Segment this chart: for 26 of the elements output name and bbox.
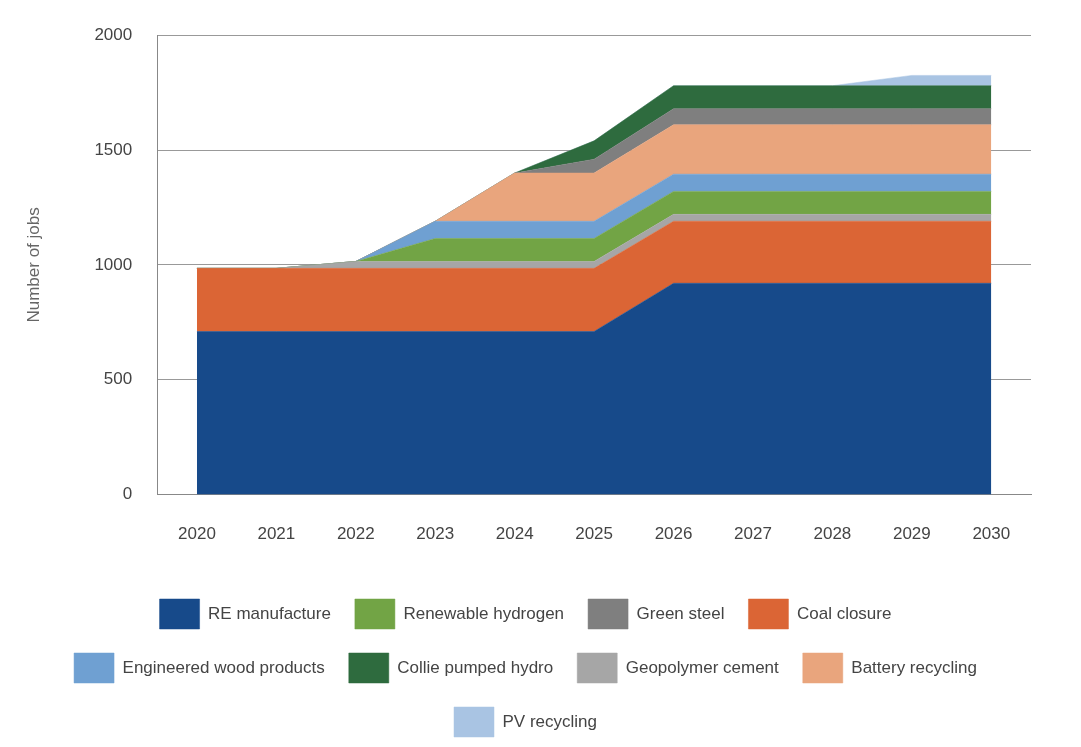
- x-tick-label: 2027: [734, 524, 772, 544]
- y-tick-label: 1000: [94, 254, 133, 274]
- legend-label: Green steel: [636, 603, 725, 623]
- legend-label: RE manufacture: [208, 603, 331, 623]
- x-tick-label: 2030: [972, 524, 1011, 544]
- y-tick-label: 0: [122, 484, 133, 504]
- x-tick-label: 2023: [416, 524, 455, 544]
- legend-label: Collie pumped hydro: [397, 657, 554, 677]
- y-tick-label: 1500: [94, 139, 133, 159]
- legend-label: Engineered wood products: [122, 657, 325, 677]
- x-tick-label: 2024: [495, 524, 534, 544]
- x-tick-label: 2028: [813, 524, 852, 544]
- y-tick-label: 2000: [94, 24, 133, 44]
- legend-label: Geopolymer cement: [625, 657, 780, 677]
- x-tick-label: 2029: [892, 524, 931, 544]
- legend-label: Battery recycling: [851, 657, 977, 677]
- y-tick-label: 500: [103, 369, 133, 389]
- legend-label: Coal closure: [796, 603, 892, 623]
- legend-label: PV recycling: [502, 711, 597, 731]
- legend-label: Renewable hydrogen: [403, 603, 565, 623]
- x-tick-label: 2025: [575, 524, 614, 544]
- x-tick-label: 2020: [178, 524, 216, 544]
- x-tick-label: 2026: [654, 524, 693, 544]
- y-axis-title: Number of jobs: [23, 207, 43, 323]
- x-tick-label: 2022: [336, 524, 375, 544]
- x-tick-label: 2021: [257, 524, 296, 544]
